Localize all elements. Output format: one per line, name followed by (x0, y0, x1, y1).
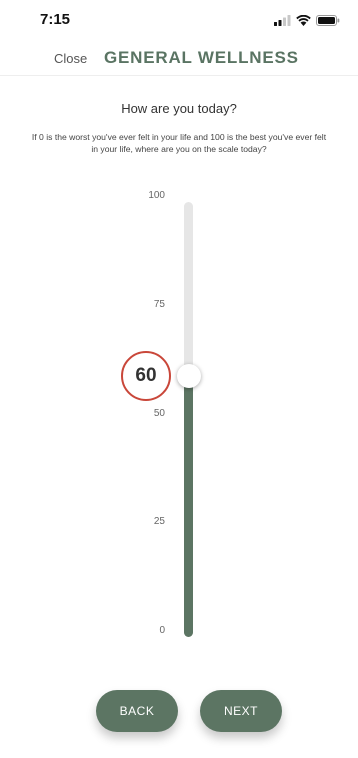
tick-label: 75 (153, 298, 165, 310)
wellness-slider-thumb[interactable] (177, 364, 201, 388)
wifi-icon (296, 13, 311, 31)
close-button[interactable]: Close (54, 51, 88, 66)
cellular-signal-icon (274, 13, 291, 31)
status-time: 7:15 (40, 11, 71, 28)
back-button[interactable]: BACK (96, 690, 178, 732)
slider-value-badge: 60 (121, 351, 171, 401)
battery-icon (316, 13, 340, 31)
next-button[interactable]: NEXT (200, 690, 282, 732)
tick-label: 25 (153, 516, 165, 528)
page-title: GENERAL WELLNESS (104, 48, 299, 67)
instructions-text: If 0 is the worst you've ever felt in yo… (31, 132, 327, 154)
question-text: How are you today? (121, 101, 237, 116)
wellness-slider-track[interactable] (184, 202, 193, 637)
status-icons (274, 13, 340, 31)
tick-label: 0 (159, 625, 165, 636)
tick-label: 50 (153, 407, 165, 419)
tick-label: 100 (148, 190, 165, 201)
slider-value: 60 (135, 365, 157, 386)
status-bar: 7:15 (0, 0, 358, 36)
wellness-slider-fill (184, 376, 193, 637)
nav-header: Close GENERAL WELLNESS (0, 40, 358, 76)
